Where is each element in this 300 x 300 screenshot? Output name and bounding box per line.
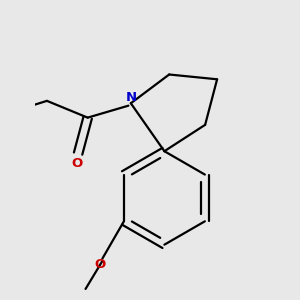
Text: O: O <box>71 157 82 170</box>
Text: O: O <box>95 258 106 271</box>
Text: N: N <box>125 91 136 104</box>
